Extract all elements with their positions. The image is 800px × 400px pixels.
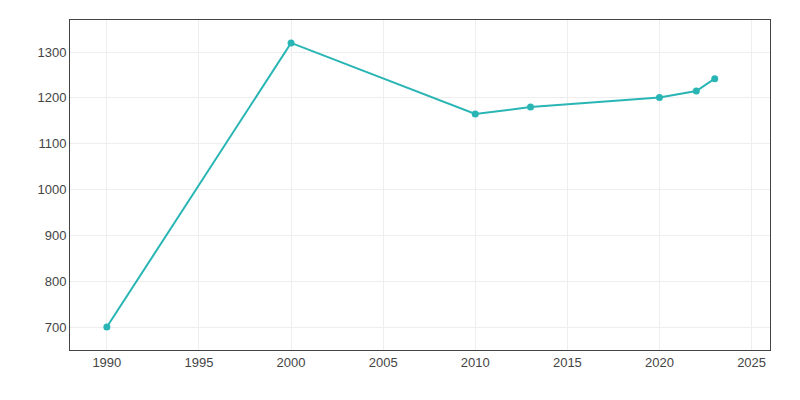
svg-text:1100: 1100 [38,136,66,151]
svg-text:700: 700 [45,320,67,335]
svg-text:1000: 1000 [37,182,66,197]
svg-text:900: 900 [45,228,67,243]
svg-text:2010: 2010 [461,355,490,370]
svg-text:2000: 2000 [277,355,306,370]
svg-text:1990: 1990 [92,355,121,370]
svg-text:2005: 2005 [369,355,398,370]
svg-text:800: 800 [45,274,67,289]
svg-text:1995: 1995 [184,355,213,370]
svg-text:1300: 1300 [37,45,66,60]
svg-text:1200: 1200 [37,90,66,105]
svg-text:2020: 2020 [645,355,674,370]
svg-text:2025: 2025 [737,355,766,370]
svg-text:2015: 2015 [553,355,582,370]
